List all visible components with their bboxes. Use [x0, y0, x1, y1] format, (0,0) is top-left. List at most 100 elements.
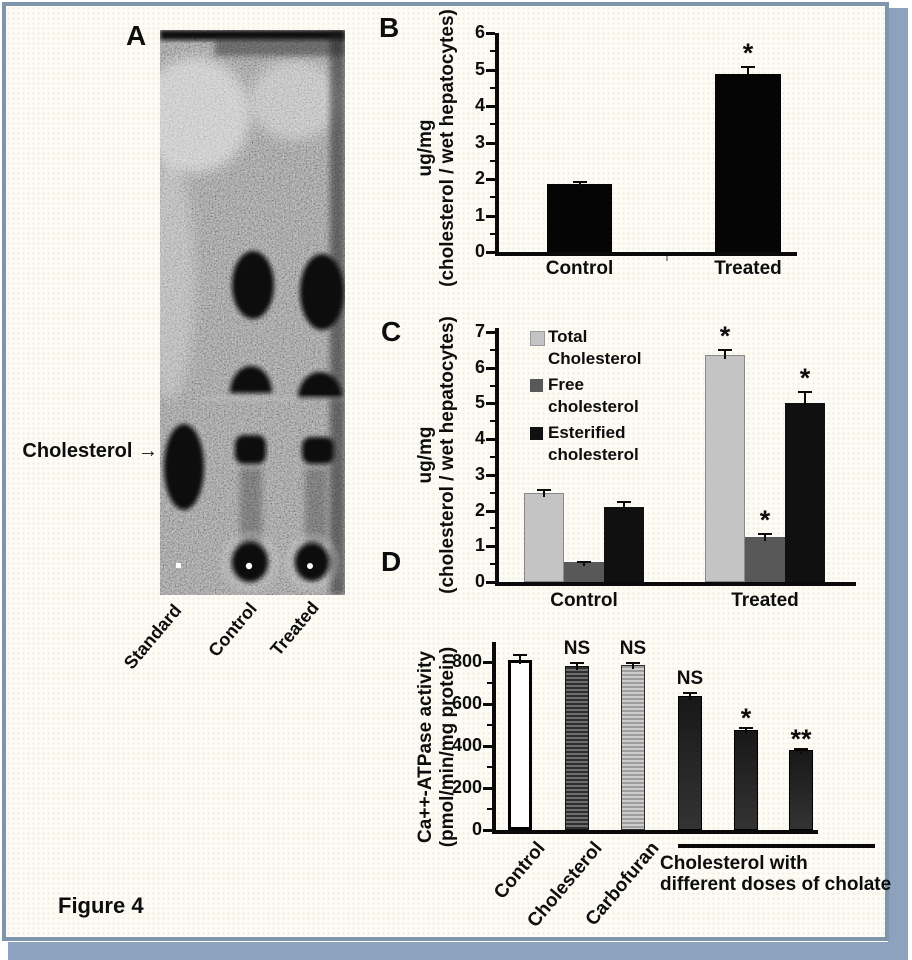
y-tick-label: 200	[451, 777, 482, 797]
panel-b-letter: B	[379, 12, 400, 43]
error-bar-stem	[764, 533, 766, 542]
significance-annotation: *	[740, 703, 752, 734]
significance-annotation: NS	[563, 637, 591, 659]
significance-annotation: *	[742, 38, 754, 69]
y-major-tick	[483, 661, 492, 664]
y-axis-label: Ca++-ATPase activity (pmol/min/mg protein…	[415, 622, 459, 872]
legend-swatch	[530, 427, 543, 440]
y-major-tick	[486, 178, 495, 181]
shadow-bottom	[8, 942, 908, 960]
y-tick-label: 1	[474, 204, 485, 225]
x-axis-line	[495, 582, 856, 586]
significance-annotation: **	[790, 723, 812, 754]
y-minor-tick	[490, 348, 495, 351]
error-bar-stem	[576, 661, 578, 671]
cholesterol-annotation: Cholesterol →	[8, 440, 158, 463]
x-category-label: Control	[550, 590, 618, 611]
y-tick-label: 0	[474, 571, 485, 591]
y-major-tick	[486, 141, 495, 145]
legend-swatch	[530, 379, 543, 392]
y-tick-label: 0	[474, 241, 485, 261]
legend-label: cholesterol	[548, 445, 639, 464]
y-minor-tick	[490, 563, 495, 566]
y-major-tick	[486, 68, 495, 72]
y-major-tick	[486, 251, 495, 254]
y-minor-tick	[487, 724, 492, 726]
group-bracket	[678, 844, 875, 848]
y-axis-label-line-1: Ca++-ATPase activity	[415, 651, 436, 843]
y-tick-label: 6	[474, 22, 485, 42]
y-major-tick	[483, 829, 492, 832]
y-tick-label: 4	[474, 428, 485, 449]
error-bar-stem	[583, 560, 585, 567]
figure-caption: Figure 4	[58, 893, 144, 918]
error-bar-cap	[577, 560, 591, 563]
error-bar-cap	[739, 727, 753, 730]
error-bar-cap	[718, 348, 732, 351]
error-bar-stem	[724, 348, 726, 360]
y-major-tick	[486, 402, 495, 406]
y-minor-tick	[490, 420, 495, 423]
arrow-right-icon: →	[138, 440, 158, 462]
y-tick-label: 5	[474, 58, 485, 79]
y-major-tick	[486, 32, 495, 35]
legend-label: Cholesterol	[548, 349, 642, 368]
bar	[734, 730, 758, 830]
y-minor-tick	[487, 682, 492, 684]
bar	[678, 695, 702, 830]
error-bar-stem	[543, 489, 545, 497]
y-tick-label: 2	[474, 499, 485, 520]
error-bar-cap	[683, 691, 697, 694]
significance-annotation: *	[719, 320, 731, 351]
bar	[715, 74, 781, 252]
y-tick-label: 1	[474, 535, 485, 556]
x-category-label: Control	[545, 258, 614, 279]
y-major-tick	[483, 703, 492, 706]
y-minor-tick	[490, 232, 495, 235]
x-category-label: Treated	[731, 590, 799, 611]
significance-annotation: *	[799, 362, 811, 393]
x-axis-line	[495, 252, 797, 256]
legend-label: Total	[548, 327, 588, 346]
panel-a-letter: A	[126, 20, 147, 51]
cholesterol-annotation-label: Cholesterol	[22, 440, 133, 462]
group-bracket-label-line-1: Cholesterol with	[660, 853, 808, 874]
panel-d-letter: D	[381, 546, 402, 577]
error-bar-cap	[537, 489, 551, 492]
bar	[785, 403, 825, 582]
bar	[604, 507, 644, 582]
error-bar-cap	[572, 180, 587, 183]
y-major-tick	[486, 214, 495, 218]
significance-annotation: *	[759, 505, 771, 536]
y-major-tick	[483, 745, 492, 748]
y-tick-label: 3	[474, 131, 485, 152]
error-bar-stem	[632, 662, 634, 670]
error-bar-cap	[513, 653, 527, 656]
y-axis-line	[495, 328, 499, 586]
y-tick-label: 6	[474, 356, 485, 377]
legend-label: cholesterol	[548, 397, 639, 416]
y-axis-label: ug/mg (cholesterol / wet hepatocytes)	[415, 315, 459, 595]
bar	[524, 492, 564, 582]
error-bar-stem	[623, 500, 625, 511]
shadow-right	[888, 8, 908, 958]
y-major-tick	[486, 366, 495, 370]
y-tick-label: 4	[474, 95, 485, 115]
error-bar-cap	[741, 66, 755, 69]
y-major-tick	[486, 509, 495, 513]
error-bar-stem	[689, 691, 691, 700]
y-minor-tick	[490, 491, 495, 494]
y-minor-tick	[490, 86, 495, 89]
bar	[705, 355, 745, 582]
group-bracket-label-line-2: different doses of cholate	[660, 874, 892, 895]
y-tick-label: 5	[474, 392, 485, 413]
y-major-tick	[486, 545, 495, 549]
panel-c-letter: C	[381, 316, 402, 347]
y-major-tick	[486, 331, 495, 334]
y-tick-label: 800	[451, 651, 482, 671]
error-bar-cap	[626, 662, 640, 664]
bar	[745, 537, 785, 582]
error-bar-cap	[794, 747, 808, 750]
legend-swatch	[530, 331, 545, 346]
x-category-label: Treated	[714, 258, 782, 279]
